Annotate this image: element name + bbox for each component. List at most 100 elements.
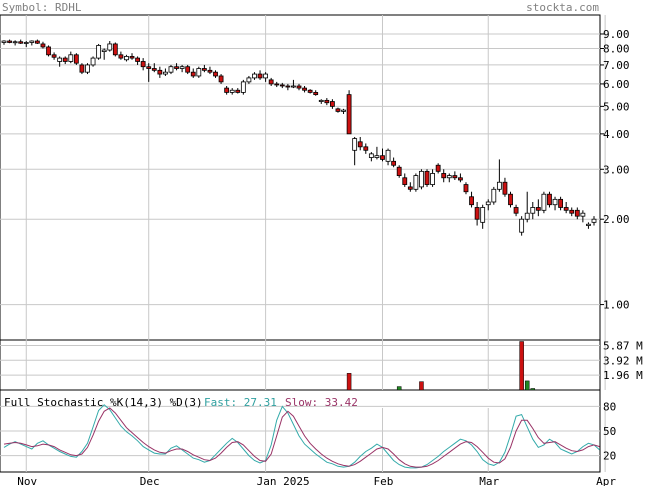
volume-bar [519,341,524,391]
candle-body [324,99,330,104]
candle [246,75,252,84]
candle-body [558,198,564,208]
candle [51,52,57,60]
candle [508,191,513,208]
candle-body [179,66,185,69]
candle-body [474,207,480,220]
x-tick-label: Dec [140,475,160,486]
candle-body [157,69,163,75]
candle-body [580,212,586,217]
candle-body [185,66,191,73]
candle-body [218,75,224,83]
candle-body [430,173,435,185]
candle [112,42,118,57]
candle [569,207,575,217]
candle-body [196,68,202,77]
x-tick-label: Apr [596,475,616,486]
candle [368,152,374,162]
candle-body [463,184,469,193]
candle [174,63,179,71]
candle [146,63,152,82]
candle [302,85,307,93]
candle [40,41,46,49]
candle-body [285,85,291,88]
candle [96,43,102,60]
site-watermark[interactable]: stockta.com [526,1,599,14]
candle-body [485,201,491,206]
candle-body [96,45,102,59]
candle-body [552,198,558,206]
stochastic-slow-label: Slow: 33.42 [285,396,358,409]
candle [496,159,502,192]
candle [407,182,413,192]
candle-body [469,196,474,206]
candle [140,58,146,71]
candle [163,68,168,76]
candle-body [296,85,302,89]
candle [341,108,346,114]
stochastic-fast-line [3,404,600,469]
candle-body [413,175,419,190]
candle [107,41,113,52]
candle-body [268,79,274,85]
stochastic-slow-line [3,407,600,468]
candle [391,157,397,168]
candle [12,40,18,46]
candle [430,169,435,187]
volume-tick-label: 3.92 M [603,354,643,367]
candle-body [530,207,536,214]
candle [179,64,185,73]
volume-tick-label: 5.87 M [603,340,643,353]
price-tick-label: 1.00 [603,299,630,312]
candle [424,169,430,187]
candle [291,79,296,89]
candle-body [424,170,430,185]
candle-body [146,66,152,69]
candle [374,146,380,160]
candle-body [563,207,569,211]
candle-body [224,87,230,93]
stochastic-lines [3,404,600,469]
candle [441,169,447,183]
candle-body [385,149,391,162]
stochastic-tick-label: 20 [603,450,616,463]
candle [279,82,285,89]
candle [285,83,291,91]
candle-body [419,170,424,188]
candle-body [480,207,486,223]
candle [213,70,218,78]
candle-body [213,71,218,77]
candle [90,56,96,67]
candle [201,64,207,73]
candle-body [7,40,12,43]
candle [129,53,135,60]
candle [313,90,319,96]
candle-body [396,166,402,176]
candle [535,199,541,217]
candle-body [57,57,63,62]
candle [463,182,469,195]
candle [591,216,597,226]
price-tick-label: 2.00 [603,213,630,226]
candle-body [329,101,335,107]
candle-body [163,71,168,75]
candle [329,99,335,109]
candle [335,107,341,113]
candle-body [502,181,508,195]
candle [346,90,352,135]
candle-body [124,56,129,61]
volume-bar [530,388,536,391]
candle-body [491,188,497,203]
candle [46,45,51,57]
candle [196,66,202,78]
candle [480,204,486,229]
volume-bar [524,380,530,391]
volume-bar [419,381,424,391]
candle-body [201,68,207,71]
candle [380,148,385,162]
candle [252,72,257,80]
candle-body [18,41,24,44]
candle [268,77,274,86]
candle [469,191,474,208]
